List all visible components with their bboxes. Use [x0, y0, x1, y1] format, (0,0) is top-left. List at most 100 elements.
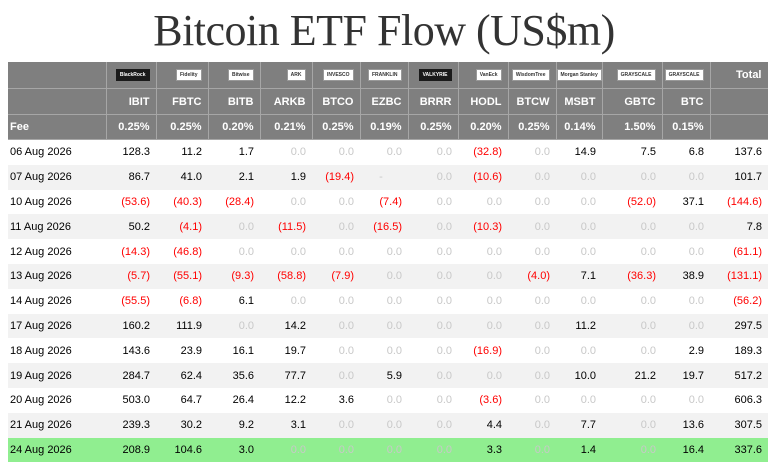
flow-cell: 86.7 [106, 164, 156, 190]
flow-cell: 16.4 [662, 437, 710, 462]
total-cell: (61.1) [733, 245, 762, 258]
ticker-header: EZBC [360, 88, 409, 115]
ticker-header: MSBT [556, 88, 603, 115]
table-row: 12 Aug 2026 (14.3) (46.8) 0.0 0.0 0.0 0.0 0.0 0.… [8, 239, 768, 264]
flow-cell: 239.3 [106, 412, 156, 438]
fee-cell: 0.25% [156, 114, 209, 140]
flow-cell: 0.0 [602, 164, 662, 190]
wisdomtree-logo-icon: WisdomTree [511, 69, 550, 82]
flow-cell: 0.0 [312, 412, 360, 438]
flow-cell: (14.3) [121, 245, 150, 258]
flow-cell: 4.4 [458, 412, 508, 438]
flow-cell: 6.8 [688, 146, 704, 159]
table-row: 24 Aug 2026 208.9 104.6 3.0 0.0 0.0 0.0 0.0 3.3 0… [8, 437, 768, 462]
flow-cell: 0.0 [534, 394, 550, 407]
fee-cell: 1.50% [602, 114, 663, 140]
flow-cell: 0.0 [508, 313, 556, 339]
flow-cell: 0.0 [338, 195, 354, 208]
flow-cell: 0.0 [534, 344, 550, 357]
flow-cell: 0.0 [386, 245, 402, 258]
flow-cell: 0.0 [312, 214, 360, 240]
flow-cell: 0.0 [408, 214, 458, 240]
vaneck-logo-icon: VanEck [475, 69, 502, 82]
flow-cell: 38.9 [662, 263, 710, 289]
flow-cell: 1.4 [556, 437, 602, 462]
table-row: 21 Aug 2026 239.3 30.2 9.2 3.1 0.0 0.0 0.0 4.4 0.… [8, 412, 768, 438]
ark-logo-icon: ARK [286, 69, 306, 82]
flow-cell: 0.0 [602, 313, 662, 339]
issuer-logo-cell: VALKYRIE [408, 62, 459, 89]
fee-cell: 0.25% [408, 114, 459, 140]
flow-cell: 0.0 [386, 295, 402, 308]
issuer-logo-cell: WisdomTree [508, 62, 557, 89]
flow-cell: 14.9 [574, 146, 596, 159]
flow-cell: 143.6 [122, 344, 150, 357]
flow-cell: 0.0 [508, 412, 556, 438]
ticker-header: BTCO [312, 88, 361, 115]
ticker-header: FBTC [156, 88, 209, 115]
ticker-header: IBIT [106, 88, 157, 115]
flow-cell: (7.9) [312, 263, 360, 289]
valkyrie-logo-icon: VALKYRIE [418, 69, 452, 82]
grayscale-logo-icon: GRAYSCALE [616, 69, 656, 82]
flow-cell: (36.3) [602, 263, 662, 289]
flow-cell: (53.6) [121, 195, 150, 208]
flow-cell: 0.0 [640, 245, 656, 258]
flow-cell: 64.7 [180, 394, 202, 407]
issuer-logo-cell: VanEck [458, 62, 509, 89]
flow-cell: 0.0 [436, 394, 452, 407]
flow-cell: 41.0 [156, 164, 208, 190]
flow-cell: 0.0 [534, 295, 550, 308]
flow-cell: (16.9) [473, 344, 502, 357]
flow-cell: 0.0 [290, 195, 306, 208]
flow-cell: 0.0 [436, 146, 452, 159]
flow-cell: 0.0 [238, 245, 254, 258]
flow-cell: 0.0 [458, 313, 508, 339]
flow-cell: (7.4) [379, 195, 402, 208]
flow-cell: 0.0 [688, 394, 704, 407]
flow-cell: 77.7 [260, 363, 312, 388]
corner-cell [710, 114, 768, 140]
table-row: 07 Aug 2026 86.7 41.0 2.1 1.9 (19.4) -0.0 (10.6… [8, 164, 768, 190]
flow-cell: 11.2 [181, 146, 202, 159]
flow-cell: (40.3) [173, 195, 202, 208]
flow-cell: 0.0 [662, 214, 710, 240]
total-cell: 307.5 [710, 412, 768, 438]
flow-cell: (9.3) [208, 263, 260, 289]
flow-cell: 128.3 [122, 146, 150, 159]
flow-cell: 3.3 [458, 437, 508, 462]
flow-cell: 13.6 [662, 412, 710, 438]
date-cell: 07 Aug 2026 [8, 164, 106, 190]
date-cell: 24 Aug 2026 [8, 437, 106, 462]
fee-cell: 0.20% [458, 114, 509, 140]
total-cell: 297.5 [710, 313, 768, 339]
header-ticker-row: IBIT FBTC BITB ARKB BTCO EZBC BRRR HODL … [8, 88, 768, 115]
fee-cell: 0.25% [312, 114, 361, 140]
fidelity-logo-icon: Fidelity [175, 69, 202, 82]
total-cell: 137.6 [734, 146, 762, 159]
flow-cell: (11.5) [260, 214, 312, 240]
issuer-logo-cell: FRANKLIN [360, 62, 409, 89]
flow-cell: 7.7 [556, 412, 602, 438]
total-cell: (56.2) [733, 295, 762, 308]
flow-cell: (4.0) [508, 263, 556, 289]
fee-cell: 0.25% [106, 114, 157, 140]
flow-cell: 0.0 [338, 295, 354, 308]
table-row: 19 Aug 2026 284.7 62.4 35.6 77.7 0.0 5.9 0.0 0.0… [8, 363, 768, 388]
flow-cell: 2.9 [688, 344, 704, 357]
flow-cell: 19.7 [662, 363, 710, 388]
header-fee-row: Fee 0.25% 0.25% 0.20% 0.21% 0.25% 0.19% … [8, 114, 768, 140]
flow-cell: (6.8) [179, 295, 202, 308]
flow-cell: 0.0 [208, 313, 260, 339]
issuer-logo-cell: Morgan Stanley [556, 62, 603, 89]
flow-cell: (28.4) [225, 195, 254, 208]
ticker-header: HODL [458, 88, 509, 115]
flow-cell: 0.0 [580, 344, 596, 357]
flow-cell: 0.0 [662, 164, 710, 190]
issuer-logo-cell: Fidelity [156, 62, 209, 89]
flow-cell: 11.2 [556, 313, 602, 339]
flow-cell: 3.6 [338, 394, 354, 407]
flow-cell: 0.0 [338, 146, 354, 159]
date-cell: 21 Aug 2026 [8, 412, 106, 438]
total-cell: 101.7 [710, 164, 768, 190]
